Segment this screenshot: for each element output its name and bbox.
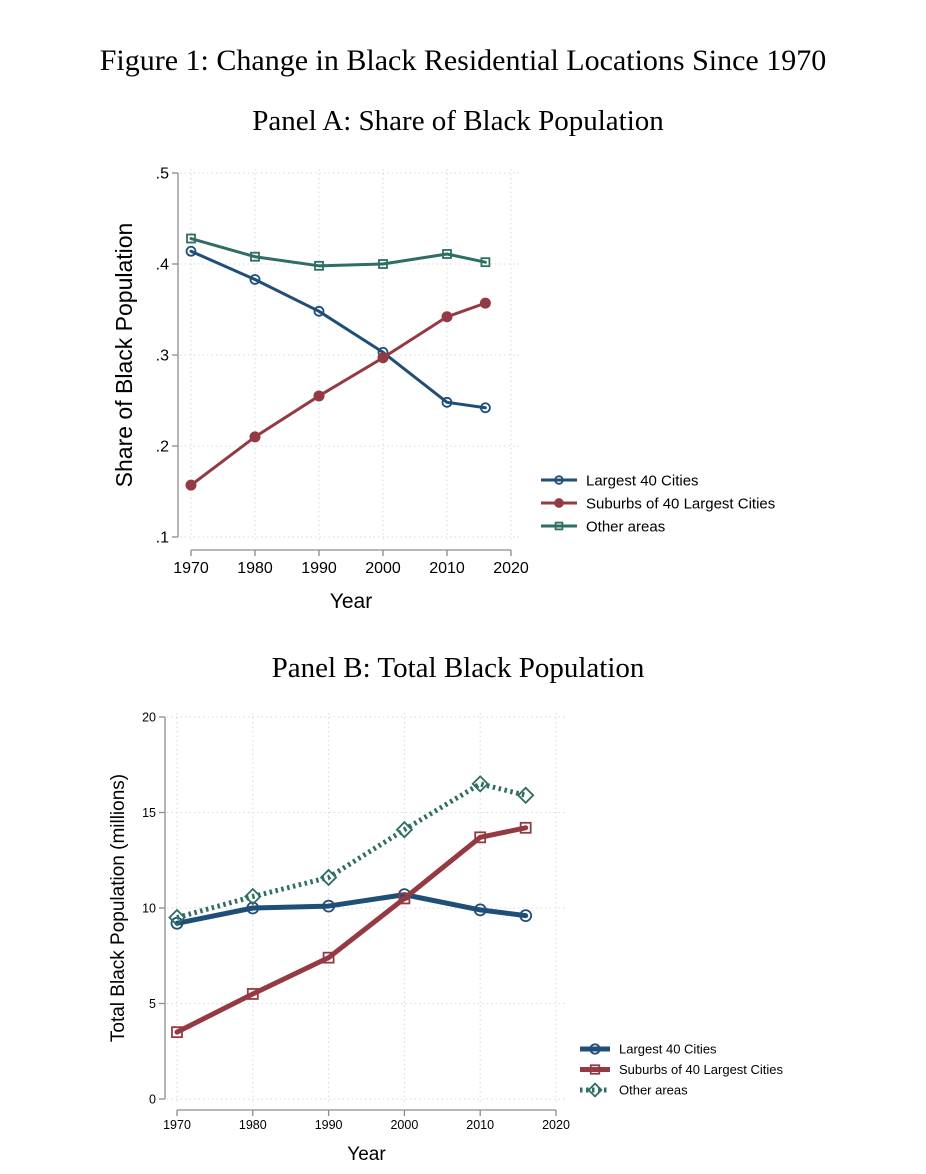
series-largest xyxy=(185,245,491,414)
series-line-largest xyxy=(174,892,529,926)
series-largest xyxy=(170,888,533,930)
data-point xyxy=(322,951,335,964)
legend-label: Largest 40 Cities xyxy=(586,472,699,489)
panel-a-plot: .1 .2 .3 .4 .5 1970 1980 1990 2000 2010 2020 Year Sh… xyxy=(111,166,775,613)
legend-label: Suburbs of 40 Largest Cities xyxy=(586,495,775,512)
panel-b-title: Panel B: Total Black Population xyxy=(271,652,645,684)
data-point xyxy=(480,257,491,268)
series-line-other xyxy=(189,237,487,268)
data-point xyxy=(250,251,260,262)
data-point xyxy=(519,909,533,923)
data-point xyxy=(313,390,325,402)
y-axis-label: Share of Black Population xyxy=(111,223,137,488)
data-point xyxy=(474,831,487,844)
series-line-suburbs xyxy=(174,825,529,1035)
legend-item-largest: Largest 40 Cities xyxy=(580,1042,717,1057)
data-point xyxy=(516,786,535,805)
series-line-suburbs xyxy=(189,301,487,487)
data-point xyxy=(246,901,260,915)
x-axis-label: Year xyxy=(330,590,372,613)
legend: Largest 40 Cities Suburbs of 40 Largest C… xyxy=(541,472,775,535)
data-point xyxy=(441,396,453,408)
data-point xyxy=(249,274,261,285)
x-tick-label: 1990 xyxy=(301,560,337,577)
data-point xyxy=(171,1026,183,1039)
legend-item-suburbs: Suburbs of 40 Largest Cities xyxy=(580,1062,784,1077)
y-tick-label: 15 xyxy=(142,806,156,820)
data-point xyxy=(185,245,197,257)
x-tick-label: 2000 xyxy=(390,1118,418,1132)
data-point xyxy=(442,249,452,259)
data-point xyxy=(554,521,564,531)
series-other xyxy=(168,775,535,927)
y-tick-label: .3 xyxy=(156,348,169,365)
data-point xyxy=(377,352,389,364)
data-point xyxy=(170,916,184,930)
panel-b-plot: 0 5 10 15 20 1970 1980 1990 2000 2010 2020 Year Tota… xyxy=(108,710,784,1165)
legend-item-suburbs: Suburbs of 40 Largest Cities xyxy=(541,495,775,512)
data-point xyxy=(479,402,491,414)
y-tick-label: .5 xyxy=(156,166,169,183)
series-line-largest xyxy=(189,249,487,410)
legend-item-largest: Largest 40 Cities xyxy=(541,472,699,489)
y-axis-label: Total Black Population (millions) xyxy=(108,774,129,1042)
x-tick-label: 1970 xyxy=(163,1118,191,1132)
data-point xyxy=(249,431,261,443)
data-point xyxy=(322,899,336,913)
legend-label: Other areas xyxy=(586,518,665,535)
data-point xyxy=(589,1064,601,1075)
series-suburbs xyxy=(171,821,532,1039)
data-point xyxy=(554,498,564,508)
data-point xyxy=(314,260,324,271)
data-point xyxy=(185,479,197,491)
data-point xyxy=(554,475,564,485)
x-tick-label: 2020 xyxy=(542,1118,570,1132)
y-tick-label: 5 xyxy=(149,997,156,1011)
data-point xyxy=(244,887,262,906)
data-point xyxy=(313,305,325,317)
data-point xyxy=(398,892,411,905)
x-tick-label: 1990 xyxy=(315,1118,343,1132)
figure-title: Figure 1: Change in Black Residential Lo… xyxy=(99,44,827,77)
x-tick-label: 1980 xyxy=(237,560,273,577)
data-point xyxy=(471,775,489,793)
x-tick-label: 2010 xyxy=(466,1118,494,1132)
x-tick-label: 2000 xyxy=(365,560,401,577)
data-point xyxy=(519,821,532,834)
data-point xyxy=(479,297,491,309)
y-tick-label: .1 xyxy=(156,530,169,547)
legend-label: Suburbs of 40 Largest Cities xyxy=(619,1062,784,1077)
x-axis-label: Year xyxy=(347,1144,386,1165)
y-tick-label: 0 xyxy=(149,1092,156,1106)
y-tick-label: 20 xyxy=(142,710,156,724)
data-point xyxy=(589,1043,601,1055)
y-tick-label: 10 xyxy=(142,901,156,915)
x-tick-label: 1980 xyxy=(239,1118,267,1132)
legend-label: Largest 40 Cities xyxy=(619,1042,717,1057)
y-tick-label: .4 xyxy=(156,257,169,274)
data-point xyxy=(186,233,196,244)
data-point xyxy=(587,1082,603,1098)
data-point xyxy=(246,988,259,1000)
series-suburbs xyxy=(185,297,491,491)
data-point xyxy=(168,908,186,927)
data-point xyxy=(473,903,487,917)
panel-a-title: Panel A: Share of Black Population xyxy=(252,105,664,137)
legend: Largest 40 Cities Suburbs of 40 Largest C… xyxy=(580,1042,784,1098)
series-line-other xyxy=(176,781,527,920)
data-point xyxy=(395,820,414,839)
y-tick-label: .2 xyxy=(156,439,169,456)
data-point xyxy=(378,259,388,269)
legend-item-other: Other areas xyxy=(580,1082,688,1098)
legend-item-other: Other areas xyxy=(541,518,665,535)
legend-label: Other areas xyxy=(619,1083,688,1098)
x-tick-label: 2010 xyxy=(429,560,465,577)
x-tick-label: 1970 xyxy=(173,560,209,577)
series-other xyxy=(186,233,491,271)
data-point xyxy=(319,868,338,887)
x-tick-label: 2020 xyxy=(493,560,529,577)
data-point xyxy=(441,311,453,323)
